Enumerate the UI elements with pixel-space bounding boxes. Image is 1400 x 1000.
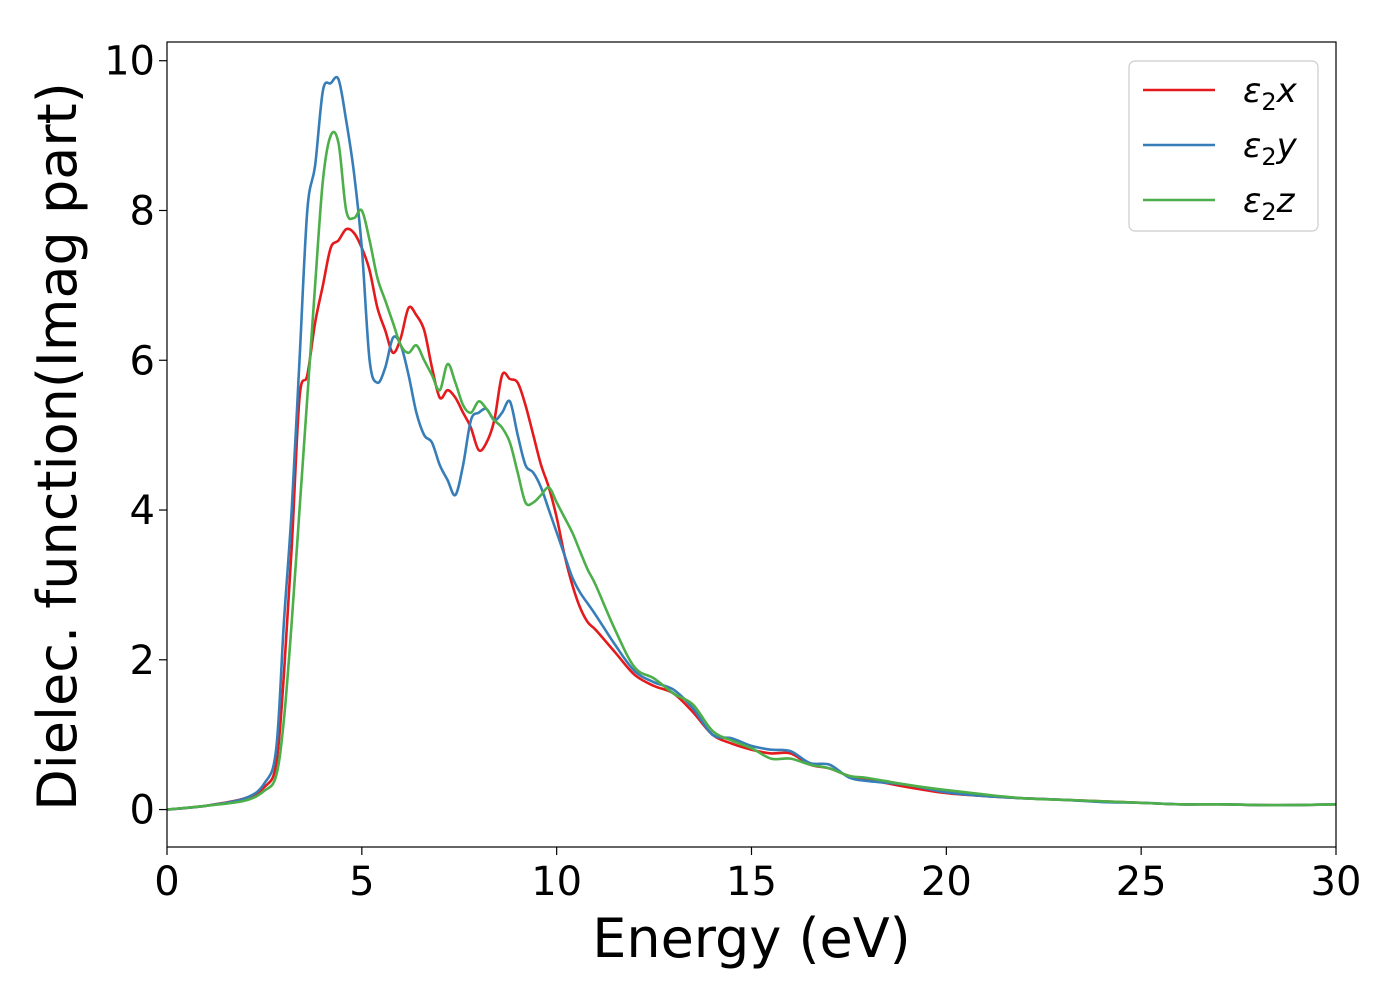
y-tick-label: 8 bbox=[130, 188, 155, 234]
legend-label-z: ε2z bbox=[1243, 181, 1296, 226]
series-line-x bbox=[167, 227, 1336, 811]
y-tick-label: 6 bbox=[130, 338, 155, 384]
x-tick-label: 20 bbox=[921, 859, 972, 905]
x-tick-label: 10 bbox=[531, 859, 582, 905]
y-tick-label: 10 bbox=[104, 39, 155, 85]
y-tick-label: 0 bbox=[130, 788, 155, 834]
x-tick-label: 0 bbox=[154, 859, 179, 905]
x-tick-label: 30 bbox=[1311, 859, 1362, 905]
series-line-y bbox=[167, 75, 1336, 811]
x-tick-label: 5 bbox=[349, 859, 374, 905]
legend-box bbox=[1128, 60, 1319, 232]
legend: ε2x ε2y ε2z bbox=[1128, 60, 1319, 232]
x-tick-label: 15 bbox=[726, 859, 777, 905]
series-layer bbox=[167, 75, 1336, 811]
x-tick-label: 25 bbox=[1116, 859, 1167, 905]
y-axis-label: Dielec. function(Imag part) bbox=[26, 82, 89, 811]
legend-label-x: ε2x bbox=[1243, 71, 1298, 116]
y-tick-label: 2 bbox=[130, 638, 155, 684]
y-axis: 0 2 4 6 8 10 bbox=[104, 39, 167, 834]
x-axis: 0 5 10 15 20 25 30 bbox=[154, 847, 1361, 905]
y-tick-label: 4 bbox=[130, 488, 155, 534]
series-line-z bbox=[167, 130, 1336, 811]
x-axis-label: Energy (eV) bbox=[592, 907, 911, 970]
legend-label-y: ε2y bbox=[1243, 126, 1298, 171]
